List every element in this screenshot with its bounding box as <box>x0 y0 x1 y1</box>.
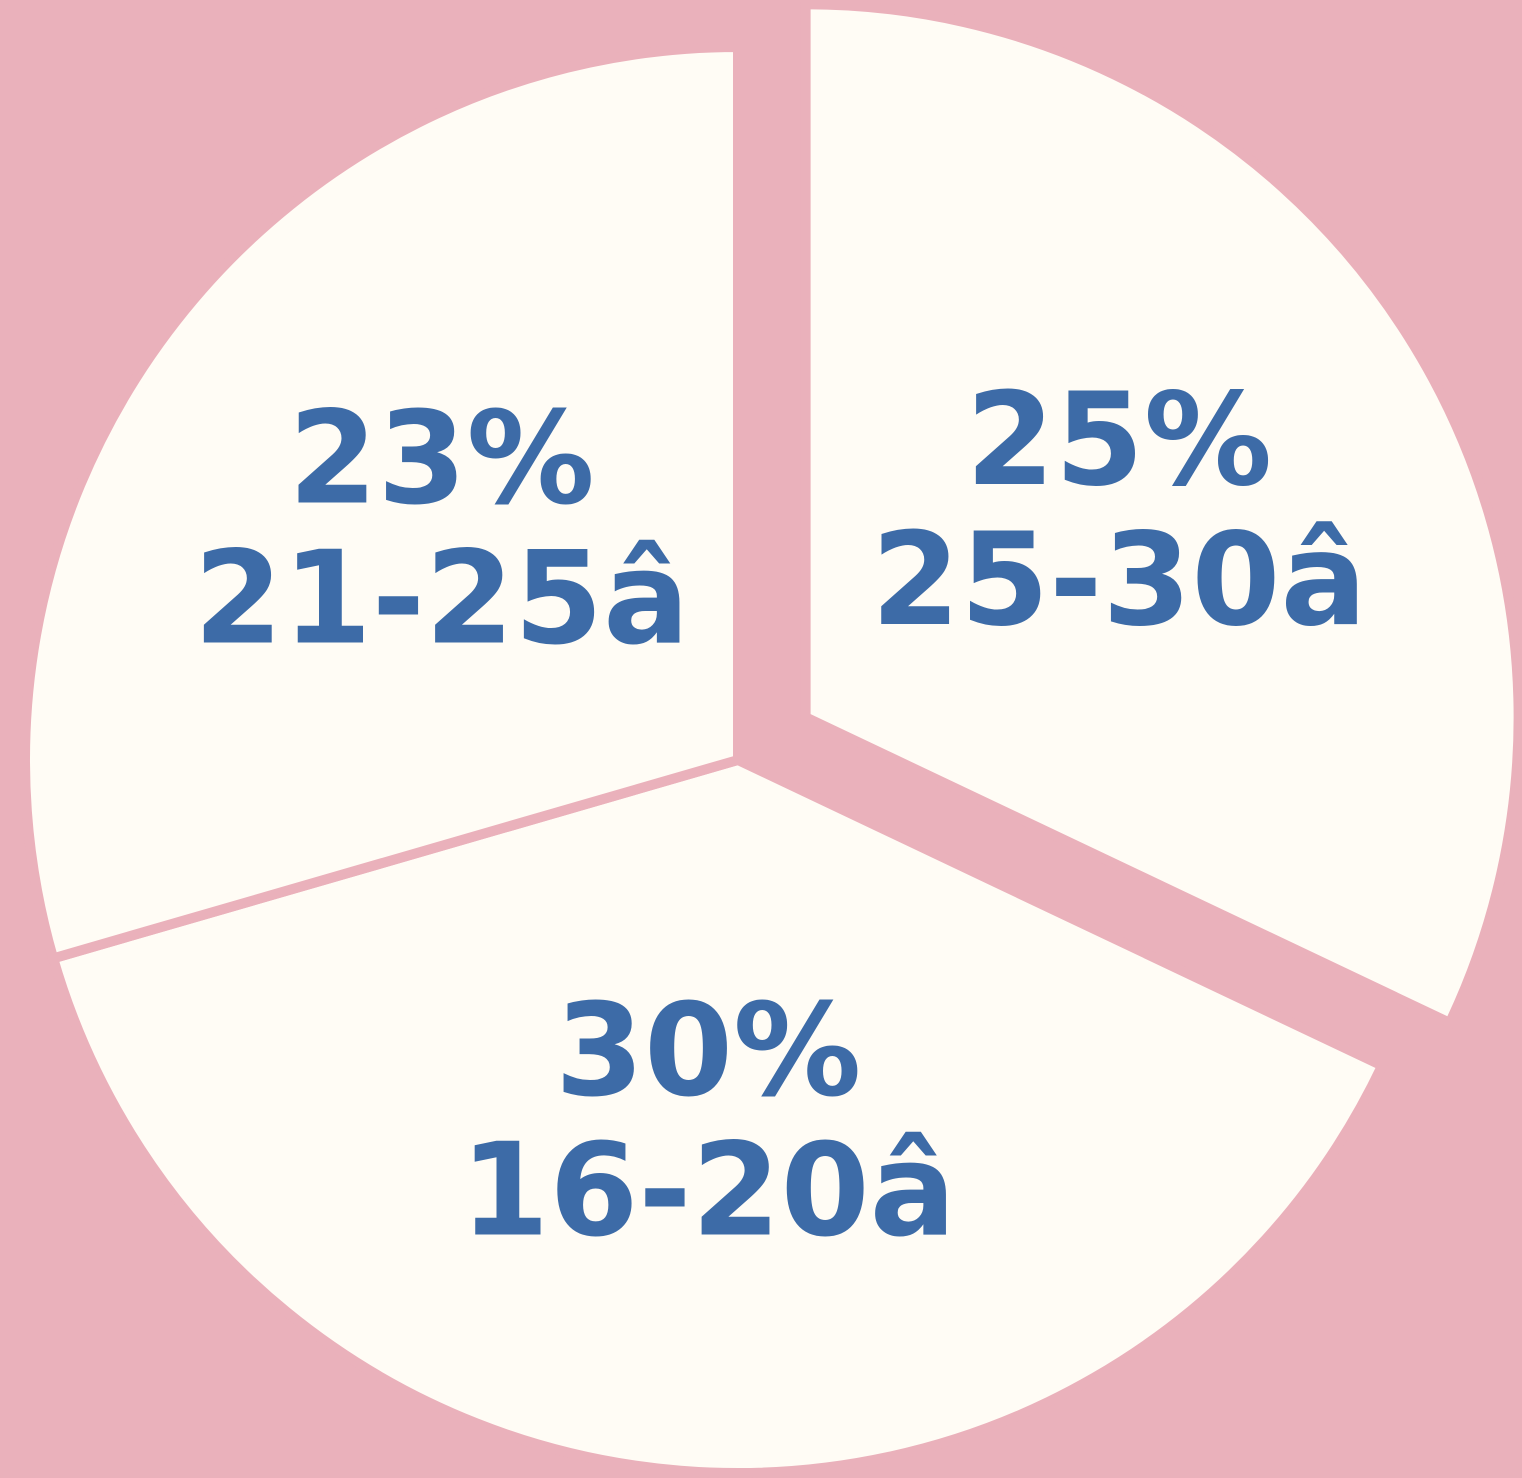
category-label: 21-25â <box>194 524 690 673</box>
value-label: 23% <box>288 384 594 533</box>
value-label: 30% <box>555 977 861 1126</box>
pie-slice <box>20 41 743 965</box>
pie-slice <box>800 0 1522 1030</box>
value-label: 25% <box>966 366 1272 515</box>
category-label: 25-30â <box>871 506 1367 655</box>
pie-slice <box>46 754 1389 1478</box>
category-label: 16-20â <box>460 1117 956 1266</box>
